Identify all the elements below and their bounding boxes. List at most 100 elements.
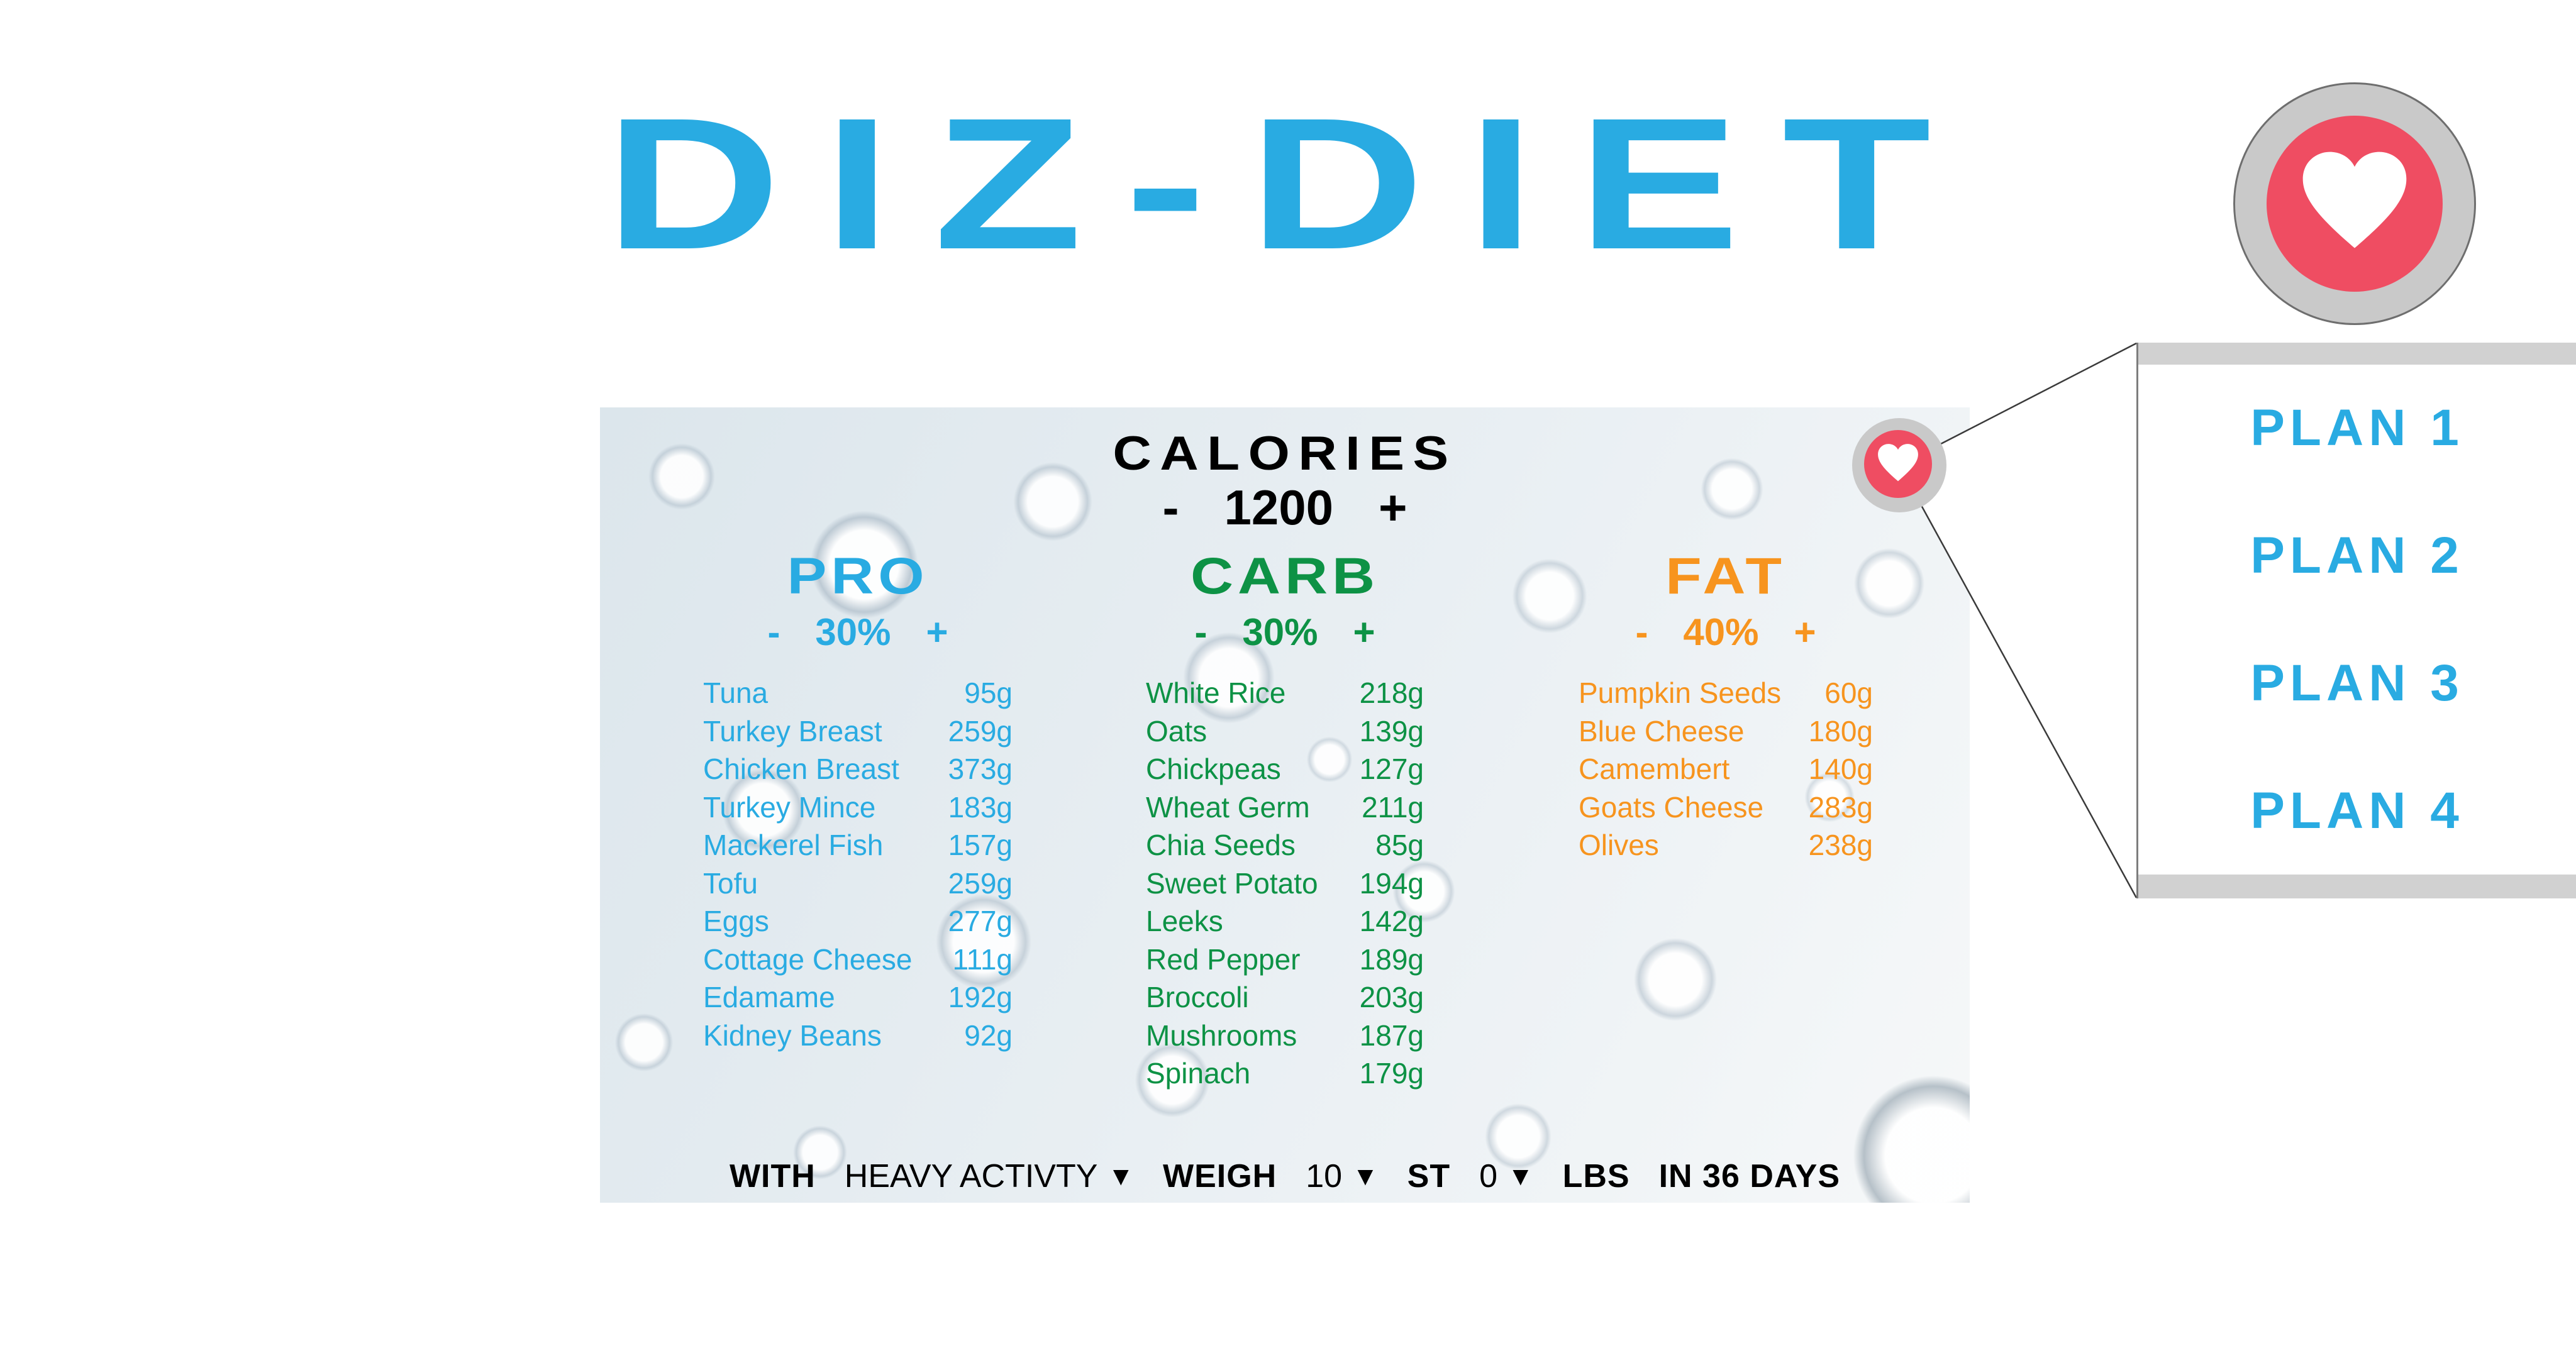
- food-name: White Rice: [1146, 676, 1286, 709]
- food-amount: 283g: [1808, 790, 1873, 824]
- carb-increase-button[interactable]: +: [1353, 610, 1375, 653]
- food-row: Kidney Beans 92g: [703, 1017, 1013, 1055]
- food-row: Eggs 277g: [703, 902, 1013, 941]
- fat-percent-value: 40%: [1683, 610, 1759, 653]
- food-amount: 127g: [1359, 753, 1424, 785]
- favorites-button[interactable]: [2233, 82, 2476, 325]
- food-row: Edamame 192g: [703, 978, 1013, 1017]
- carb-decrease-button[interactable]: -: [1194, 610, 1208, 653]
- diet-panel: CALORIES - 1200 + PRO - 30% + Tuna 95g T…: [600, 407, 1970, 1203]
- food-row: Broccoli 203g: [1146, 978, 1424, 1017]
- st-label: ST: [1407, 1158, 1451, 1195]
- food-row: Turkey Breast 259g: [703, 712, 1013, 751]
- plan-item[interactable]: PLAN 3: [2250, 654, 2464, 712]
- food-name: Turkey Breast: [703, 714, 882, 748]
- fat-food-list: Pumpkin Seeds 60g Blue Cheese 180g Camem…: [1579, 674, 1873, 864]
- food-amount: 139g: [1359, 714, 1424, 748]
- food-name: Edamame: [703, 981, 835, 1013]
- plan-list: PLAN 1 PLAN 2 PLAN 3 PLAN 4: [2138, 365, 2576, 875]
- plan-item[interactable]: PLAN 4: [2250, 781, 2464, 839]
- food-name: Mackerel Fish: [703, 829, 884, 861]
- food-row: Tofu 259g: [703, 864, 1013, 903]
- food-amount: 373g: [948, 753, 1013, 785]
- food-amount: 142g: [1359, 905, 1424, 937]
- food-row: White Rice 218g: [1146, 674, 1424, 712]
- with-label: WITH: [729, 1158, 816, 1195]
- food-amount: 60g: [1824, 676, 1873, 709]
- food-amount: 203g: [1359, 981, 1424, 1013]
- calories-increase-button[interactable]: +: [1378, 480, 1407, 535]
- callout-wedge: [1898, 342, 2138, 898]
- activity-value: HEAVY ACTIVTY: [844, 1158, 1098, 1195]
- settings-bar: WITH HEAVY ACTIVTY ▼ WEIGH 10 ▼ ST 0 ▼ L…: [600, 1154, 1970, 1198]
- stone-value: 10: [1306, 1158, 1343, 1195]
- lbs-label: LBS: [1562, 1158, 1630, 1195]
- food-amount: 183g: [948, 790, 1013, 824]
- food-amount: 238g: [1808, 829, 1873, 861]
- fat-percent-stepper: - 40% +: [1579, 607, 1873, 656]
- food-name: Oats: [1146, 714, 1208, 748]
- activity-dropdown[interactable]: HEAVY ACTIVTY ▼: [845, 1157, 1134, 1195]
- food-name: Chickpeas: [1146, 753, 1281, 785]
- food-name: Cottage Cheese: [703, 942, 913, 976]
- fat-decrease-button[interactable]: -: [1635, 610, 1648, 653]
- food-name: Goats Cheese: [1579, 790, 1764, 824]
- food-name: Camembert: [1579, 753, 1730, 785]
- food-row: Chickpeas 127g: [1146, 750, 1424, 788]
- macro-column-pro: PRO - 30% + Tuna 95g Turkey Breast 259g …: [703, 407, 1013, 1203]
- food-amount: 85g: [1375, 829, 1424, 861]
- food-row: Chicken Breast 373g: [703, 750, 1013, 788]
- plan-item[interactable]: PLAN 2: [2250, 527, 2464, 585]
- pro-percent-value: 30%: [815, 610, 891, 653]
- carb-percent-stepper: - 30% +: [1146, 607, 1424, 656]
- food-amount: 187g: [1359, 1018, 1424, 1052]
- pounds-value: 0: [1479, 1158, 1498, 1195]
- food-amount: 95g: [964, 676, 1013, 709]
- food-name: Eggs: [703, 905, 769, 937]
- food-name: Chia Seeds: [1146, 829, 1296, 861]
- food-row: Olives 238g: [1579, 826, 1873, 864]
- food-row: Goats Cheese 283g: [1579, 788, 1873, 827]
- food-row: Wheat Germ 211g: [1146, 788, 1424, 827]
- food-row: Chia Seeds 85g: [1146, 826, 1424, 864]
- food-amount: 92g: [964, 1018, 1013, 1052]
- plans-panel-bottom-bar: [2138, 875, 2576, 898]
- dropdown-arrow-icon: ▼: [1507, 1161, 1534, 1191]
- food-row: Leeks 142g: [1146, 902, 1424, 941]
- food-amount: 111g: [952, 942, 1013, 976]
- food-amount: 157g: [948, 829, 1013, 861]
- food-row: Tuna 95g: [703, 674, 1013, 712]
- panel-favorite-button[interactable]: [1852, 418, 1946, 512]
- pro-percent-stepper: - 30% +: [703, 607, 1013, 656]
- food-amount: 179g: [1359, 1057, 1424, 1090]
- food-row: Spinach 179g: [1146, 1054, 1424, 1093]
- food-amount: 140g: [1808, 753, 1873, 785]
- food-row: Mackerel Fish 157g: [703, 826, 1013, 864]
- calories-value: 1200: [1224, 480, 1333, 535]
- food-name: Spinach: [1146, 1057, 1251, 1090]
- food-name: Broccoli: [1146, 981, 1249, 1013]
- pro-decrease-button[interactable]: -: [767, 610, 780, 653]
- food-amount: 277g: [948, 905, 1013, 937]
- carb-percent-value: 30%: [1242, 610, 1318, 653]
- food-name: Leeks: [1146, 905, 1223, 937]
- macro-heading-fat: FAT: [1665, 548, 1786, 605]
- dropdown-arrow-icon: ▼: [1352, 1161, 1379, 1191]
- pro-food-list: Tuna 95g Turkey Breast 259g Chicken Brea…: [703, 674, 1013, 1054]
- pro-increase-button[interactable]: +: [926, 610, 948, 653]
- food-name: Kidney Beans: [703, 1018, 882, 1052]
- plan-item[interactable]: PLAN 1: [2250, 399, 2464, 457]
- food-name: Tofu: [703, 866, 758, 900]
- food-name: Pumpkin Seeds: [1579, 676, 1782, 709]
- food-row: Sweet Potato 194g: [1146, 864, 1424, 903]
- pounds-dropdown[interactable]: 0 ▼: [1479, 1157, 1534, 1195]
- duration-text: IN 36 DAYS: [1658, 1158, 1841, 1195]
- stone-dropdown[interactable]: 10 ▼: [1306, 1157, 1378, 1195]
- food-row: Pumpkin Seeds 60g: [1579, 674, 1873, 712]
- heart-icon: [1864, 430, 1932, 498]
- calories-decrease-button[interactable]: -: [1162, 480, 1179, 535]
- food-amount: 218g: [1359, 676, 1424, 709]
- fat-increase-button[interactable]: +: [1794, 610, 1816, 653]
- food-name: Turkey Mince: [703, 790, 876, 824]
- macro-column-carb: CARB - 30% + White Rice 218g Oats 139g C…: [1146, 407, 1424, 1203]
